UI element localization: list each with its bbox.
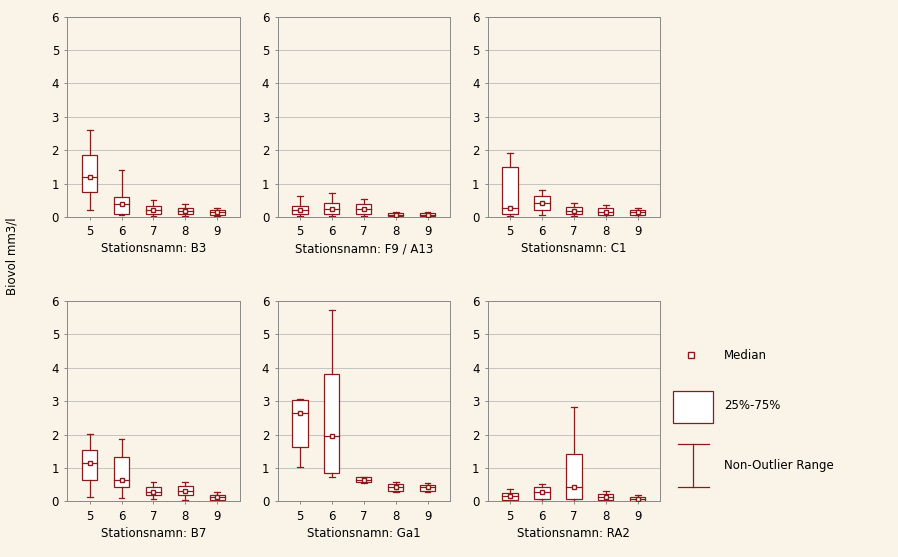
X-axis label: Stationsnamn: B3: Stationsnamn: B3 [101, 242, 207, 256]
X-axis label: Stationsnamn: F9 / A13: Stationsnamn: F9 / A13 [295, 242, 433, 256]
Bar [630, 497, 646, 501]
Bar [178, 208, 193, 214]
Bar [388, 484, 403, 491]
Bar [114, 197, 129, 214]
Text: Median: Median [724, 349, 767, 361]
Bar [630, 209, 646, 215]
Bar [82, 155, 97, 192]
Bar [82, 449, 97, 480]
Bar [567, 454, 582, 499]
Bar [420, 213, 436, 216]
Bar [324, 203, 339, 214]
Bar [114, 457, 129, 487]
Bar [388, 213, 403, 216]
Bar [502, 493, 518, 500]
X-axis label: Stationsnamn: C1: Stationsnamn: C1 [521, 242, 627, 256]
Bar [356, 204, 372, 214]
Bar [292, 399, 307, 447]
Bar [598, 208, 613, 215]
Bar [674, 391, 713, 423]
X-axis label: Stationsnamn: B7: Stationsnamn: B7 [101, 527, 207, 540]
Bar [567, 207, 582, 214]
Text: Biovol mm3/l: Biovol mm3/l [5, 217, 18, 295]
Bar [209, 209, 225, 216]
Bar [178, 486, 193, 495]
Bar [145, 487, 161, 495]
Bar [534, 487, 550, 499]
Bar [356, 477, 372, 482]
Text: 25%-75%: 25%-75% [724, 399, 780, 412]
X-axis label: Stationsnamn: Ga1: Stationsnamn: Ga1 [307, 527, 420, 540]
Bar [324, 374, 339, 473]
Bar [598, 494, 613, 500]
Bar [209, 495, 225, 500]
Bar [502, 167, 518, 214]
X-axis label: Stationsnamn: RA2: Stationsnamn: RA2 [517, 527, 630, 540]
Bar [145, 206, 161, 214]
Text: Non-Outlier Range: Non-Outlier Range [724, 459, 833, 472]
Bar [420, 485, 436, 491]
Bar [534, 196, 550, 209]
Bar [292, 206, 307, 214]
